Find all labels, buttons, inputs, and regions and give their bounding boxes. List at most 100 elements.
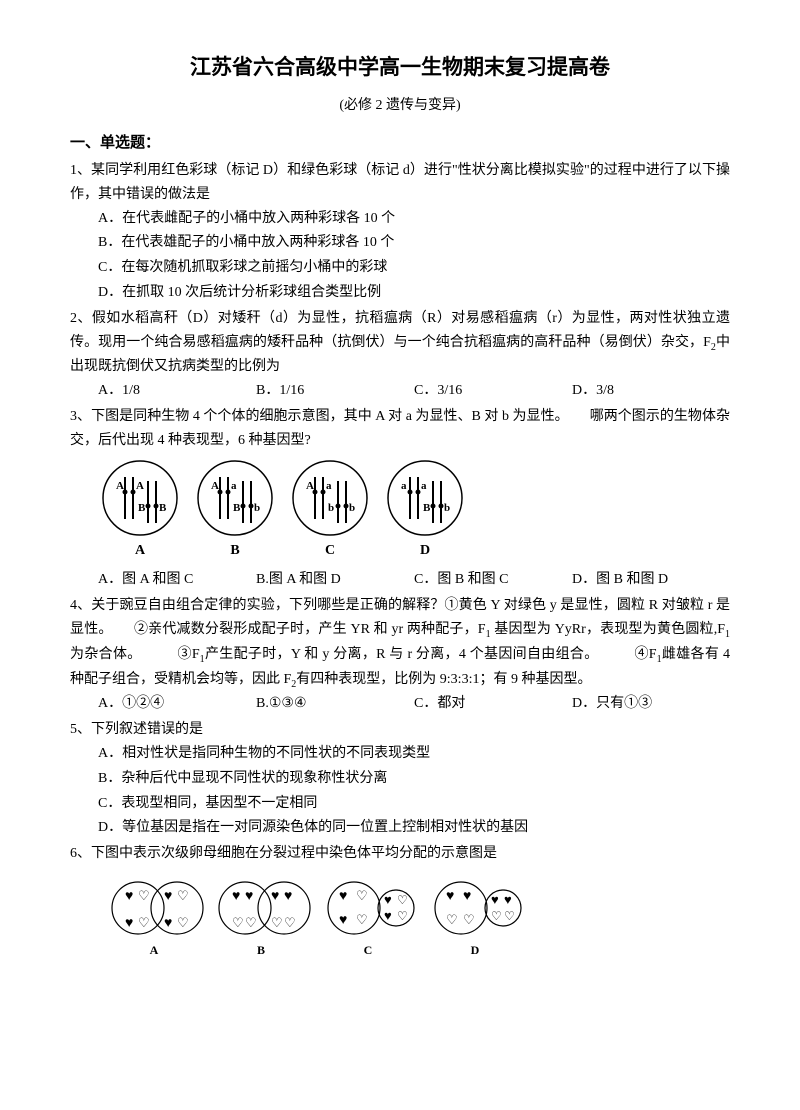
q3-opt-c: C．图 B 和图 C bbox=[414, 568, 572, 592]
question-5: 5、下列叙述错误的是 A．相对性状是指同种生物的不同性状的不同表现类型 B．杂种… bbox=[70, 718, 730, 840]
svg-text:♡: ♡ bbox=[177, 888, 189, 903]
svg-text:♥: ♥ bbox=[245, 889, 253, 904]
svg-text:♥: ♥ bbox=[284, 889, 292, 904]
svg-text:b: b bbox=[254, 502, 260, 514]
svg-text:A: A bbox=[211, 480, 219, 492]
q1-opt-d: D．在抓取 10 次后统计分析彩球组合类型比例 bbox=[98, 281, 730, 305]
svg-text:b: b bbox=[444, 502, 450, 514]
q2-opt-d: D．3/8 bbox=[572, 379, 730, 403]
svg-text:♥: ♥ bbox=[164, 889, 172, 904]
svg-text:A: A bbox=[116, 480, 124, 492]
q5-opt-b: B．杂种后代中显现不同性状的现象称性状分离 bbox=[98, 767, 730, 791]
svg-text:b: b bbox=[349, 502, 355, 514]
svg-text:♥: ♥ bbox=[232, 889, 240, 904]
svg-text:♡: ♡ bbox=[138, 915, 150, 930]
svg-text:A: A bbox=[306, 480, 314, 492]
q2-text: 2、假如水稻高秆（D）对矮秆（d）为显性，抗稻瘟病（R）对易感稻瘟病（r）为显性… bbox=[70, 307, 730, 379]
q3-opt-d: D．图 B 和图 D bbox=[572, 568, 730, 592]
q5-opt-c: C．表现型相同，基因型不一定相同 bbox=[98, 792, 730, 816]
svg-text:♥: ♥ bbox=[504, 892, 512, 907]
svg-text:♥: ♥ bbox=[463, 889, 471, 904]
svg-text:♡: ♡ bbox=[232, 915, 244, 930]
svg-text:A: A bbox=[150, 943, 159, 957]
question-4: 4、关于豌豆自由组合定律的实验，下列哪些是正确的解释？①黄色 Y 对绿色 y 是… bbox=[70, 594, 730, 716]
svg-text:♥: ♥ bbox=[491, 892, 499, 907]
svg-text:♡: ♡ bbox=[271, 915, 283, 930]
svg-text:♡: ♡ bbox=[177, 915, 189, 930]
q2-opt-b: B．1/16 bbox=[256, 379, 414, 403]
cell-d-label: D bbox=[385, 539, 465, 563]
svg-text:♡: ♡ bbox=[397, 909, 408, 923]
svg-text:a: a bbox=[421, 480, 427, 492]
svg-text:♥: ♥ bbox=[271, 889, 279, 904]
cell-a-svg: A A B B bbox=[100, 459, 180, 537]
q3-diagram-row: A A B B A A a bbox=[70, 459, 730, 563]
cell-a-label: A bbox=[100, 539, 180, 563]
q1-opt-b: B．在代表雄配子的小桶中放入两种彩球各 10 个 bbox=[98, 231, 730, 255]
svg-text:♥: ♥ bbox=[125, 916, 133, 931]
q5-text: 5、下列叙述错误的是 bbox=[70, 718, 730, 742]
svg-text:B: B bbox=[423, 502, 431, 514]
svg-text:b: b bbox=[328, 502, 334, 514]
svg-text:B: B bbox=[138, 502, 146, 514]
svg-text:B: B bbox=[233, 502, 241, 514]
svg-text:♡: ♡ bbox=[446, 912, 458, 927]
svg-text:a: a bbox=[231, 480, 237, 492]
page-subtitle: (必修 2 遗传与变异) bbox=[70, 94, 730, 118]
q6-diagram-row: ♥ ♥ ♡ ♡ ♥ ♥ ♡ ♡ A ♥ ♡ ♥ ♡ ♥ ♡ ♥ ♡ bbox=[70, 872, 730, 966]
q5-opt-d: D．等位基因是指在一对同源染色体的同一位置上控制相对性状的基因 bbox=[98, 816, 730, 840]
svg-text:A: A bbox=[136, 480, 144, 492]
q1-opt-c: C．在每次随机抓取彩球之前摇匀小桶中的彩球 bbox=[98, 256, 730, 280]
q1-text: 1、某同学利用红色彩球（标记 D）和绿色彩球（标记 d）进行"性状分离比模拟实验… bbox=[70, 159, 730, 207]
svg-text:a: a bbox=[326, 480, 332, 492]
svg-text:♡: ♡ bbox=[504, 909, 515, 923]
cell-diagram-a: A A B B A bbox=[100, 459, 180, 563]
svg-text:B: B bbox=[159, 502, 167, 514]
svg-text:♡: ♡ bbox=[245, 915, 257, 930]
svg-text:♥: ♥ bbox=[339, 889, 347, 904]
cell-division-b: ♥ ♡ ♥ ♡ ♥ ♡ ♥ ♡ B bbox=[217, 872, 312, 966]
cell-c-svg: A a b b bbox=[290, 459, 370, 537]
cell-division-d: ♥ ♡ ♥ ♡ ♥ ♡ ♥ ♡ D bbox=[431, 872, 526, 966]
q4-opt-b: B.①③④ bbox=[256, 692, 414, 716]
question-3: 3、下图是同种生物 4 个个体的细胞示意图，其中 A 对 a 为显性、B 对 b… bbox=[70, 405, 730, 592]
question-2: 2、假如水稻高秆（D）对矮秆（d）为显性，抗稻瘟病（R）对易感稻瘟病（r）为显性… bbox=[70, 307, 730, 403]
svg-text:♥: ♥ bbox=[384, 908, 392, 923]
cell-c-label: C bbox=[290, 539, 370, 563]
svg-text:♡: ♡ bbox=[397, 893, 408, 907]
cell-b-label: B bbox=[195, 539, 275, 563]
q4-opt-c: C．都对 bbox=[414, 692, 572, 716]
cell-d-svg: a a B b bbox=[385, 459, 465, 537]
q2-opt-a: A．1/8 bbox=[98, 379, 256, 403]
cell-diagram-d: a a B b D bbox=[385, 459, 465, 563]
q2-opt-c: C．3/16 bbox=[414, 379, 572, 403]
svg-text:C: C bbox=[364, 943, 373, 957]
q3-opt-a: A．图 A 和图 C bbox=[98, 568, 256, 592]
q4-opt-a: A．①②④ bbox=[98, 692, 256, 716]
svg-text:B: B bbox=[257, 943, 265, 957]
svg-text:♥: ♥ bbox=[125, 889, 133, 904]
svg-text:♡: ♡ bbox=[138, 888, 150, 903]
svg-text:a: a bbox=[401, 480, 407, 492]
q6-text: 6、下图中表示次级卵母细胞在分裂过程中染色体平均分配的示意图是 bbox=[70, 842, 730, 866]
svg-text:♥: ♥ bbox=[339, 913, 347, 928]
svg-text:D: D bbox=[471, 943, 480, 957]
cell-division-a: ♥ ♥ ♡ ♡ ♥ ♥ ♡ ♡ A bbox=[110, 872, 205, 966]
q4-opt-d: D．只有①③ bbox=[572, 692, 730, 716]
svg-text:♡: ♡ bbox=[356, 888, 368, 903]
question-1: 1、某同学利用红色彩球（标记 D）和绿色彩球（标记 d）进行"性状分离比模拟实验… bbox=[70, 159, 730, 305]
svg-text:♡: ♡ bbox=[491, 909, 502, 923]
svg-text:♡: ♡ bbox=[356, 912, 368, 927]
q3-text: 3、下图是同种生物 4 个个体的细胞示意图，其中 A 对 a 为显性、B 对 b… bbox=[70, 405, 730, 453]
cell-diagram-c: A a b b C bbox=[290, 459, 370, 563]
q3-opt-b: B.图 A 和图 D bbox=[256, 568, 414, 592]
svg-text:♥: ♥ bbox=[164, 916, 172, 931]
svg-text:♡: ♡ bbox=[463, 912, 475, 927]
cell-division-c: ♥ ♥ ♡ ♡ ♥ ♥ ♡ ♡ C bbox=[324, 872, 419, 966]
cell-diagram-b: A a B b B bbox=[195, 459, 275, 563]
svg-text:♥: ♥ bbox=[384, 892, 392, 907]
page-title: 江苏省六合高级中学高一生物期末复习提高卷 bbox=[70, 50, 730, 86]
svg-text:♡: ♡ bbox=[284, 915, 296, 930]
section-header: 一、单选题： bbox=[70, 131, 730, 157]
cell-b-svg: A a B b bbox=[195, 459, 275, 537]
